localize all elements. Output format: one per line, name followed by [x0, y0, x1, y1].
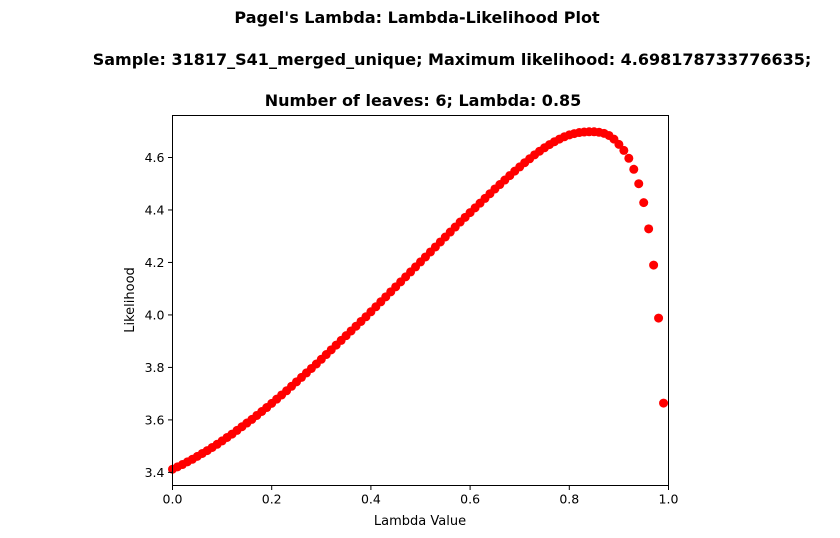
x-tick-label: 0.2	[262, 492, 282, 507]
data-point	[619, 145, 629, 155]
data-point	[634, 179, 644, 189]
chart-title-line-1: Pagel's Lambda: Lambda-Likelihood Plot	[234, 8, 600, 27]
x-tick-label: 0.0	[163, 492, 183, 507]
data-point	[649, 260, 659, 270]
data-point	[644, 224, 654, 234]
data-point	[639, 198, 649, 208]
data-point	[624, 153, 634, 163]
chart-title-line-2: Sample: 31817_S41_merged_unique; Maximum…	[93, 50, 812, 69]
y-tick-label: 4.0	[145, 307, 165, 322]
plot-area	[168, 127, 669, 474]
x-tick-label: 0.4	[361, 492, 381, 507]
x-tick-label: 0.8	[559, 492, 579, 507]
y-axis: 3.4 3.6 3.8 4.0 4.2 4.4 4.6	[145, 150, 173, 480]
y-axis-label: Likelihood	[123, 267, 138, 333]
x-axis-label: Lambda Value	[374, 514, 466, 529]
axes-frame	[172, 115, 669, 486]
x-tick-label: 1.0	[659, 492, 679, 507]
y-tick-label: 3.6	[145, 412, 165, 427]
data-point	[629, 164, 639, 174]
x-tick-label: 0.6	[460, 492, 480, 507]
data-point	[659, 398, 669, 408]
data-point	[654, 313, 664, 323]
y-tick-label: 4.6	[145, 150, 165, 165]
chart-title-line-3: Number of leaves: 6; Lambda: 0.85	[265, 91, 582, 110]
y-tick-label: 4.4	[145, 202, 165, 217]
x-axis: 0.0 0.2 0.4 0.6 0.8 1.0	[163, 485, 679, 507]
y-tick-label: 3.8	[145, 360, 165, 375]
y-tick-label: 4.2	[145, 255, 165, 270]
y-tick-label: 3.4	[145, 465, 165, 480]
data-point	[614, 139, 624, 149]
